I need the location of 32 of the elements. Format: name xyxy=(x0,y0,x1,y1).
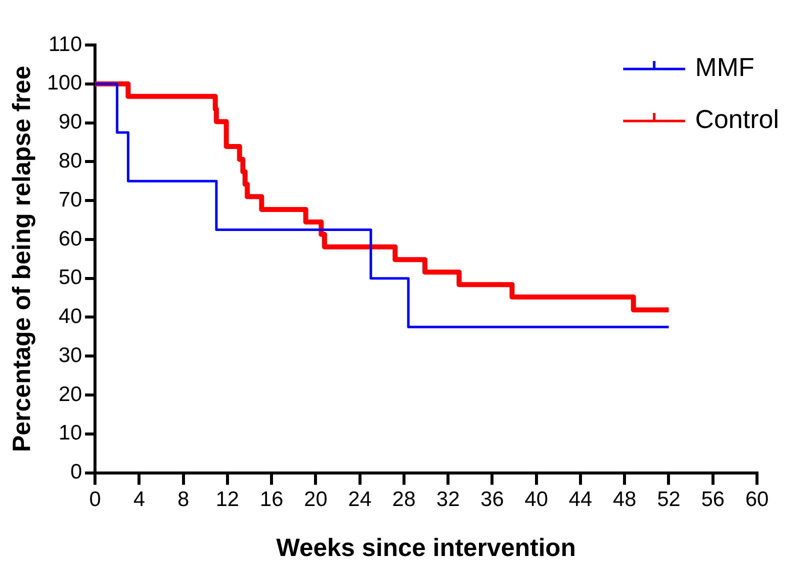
y-tick-label: 0 xyxy=(70,460,82,484)
y-tick-label: 80 xyxy=(58,149,82,172)
y-tick-label: 20 xyxy=(58,382,82,406)
y-tick-label: 90 xyxy=(58,110,82,134)
y-tick-label: 70 xyxy=(58,188,82,212)
x-tick-label: 44 xyxy=(568,488,592,512)
x-tick-label: 32 xyxy=(436,488,460,512)
legend-label: Control xyxy=(695,104,780,134)
x-tick-label: 40 xyxy=(524,488,548,512)
x-tick-label: 24 xyxy=(348,488,372,512)
x-tick-label: 4 xyxy=(133,488,146,512)
y-tick-label: 100 xyxy=(46,72,82,95)
x-axis-title: Weeks since intervention xyxy=(276,534,576,562)
y-tick-label: 50 xyxy=(58,266,82,290)
x-tick-label: 52 xyxy=(657,488,680,512)
y-tick-label: 30 xyxy=(58,344,82,367)
x-tick-label: 48 xyxy=(612,488,636,512)
y-axis-title: Percentage of being relapse free xyxy=(8,66,36,452)
y-tick-label: 60 xyxy=(58,227,82,250)
x-tick-label: 20 xyxy=(304,488,328,512)
x-tick-label: 12 xyxy=(216,488,240,512)
x-tick-label: 28 xyxy=(392,488,416,512)
x-tick-label: 16 xyxy=(260,488,284,512)
x-tick-label: 60 xyxy=(745,488,769,512)
x-tick-label: 8 xyxy=(177,488,190,512)
x-tick-label: 56 xyxy=(701,488,725,512)
y-tick-label: 10 xyxy=(58,422,82,445)
y-tick-label: 40 xyxy=(58,305,82,328)
x-tick-label: 36 xyxy=(480,488,504,512)
legend-label: MMF xyxy=(695,52,754,82)
x-tick-label: 0 xyxy=(89,488,101,512)
y-tick-label: 110 xyxy=(48,32,82,56)
